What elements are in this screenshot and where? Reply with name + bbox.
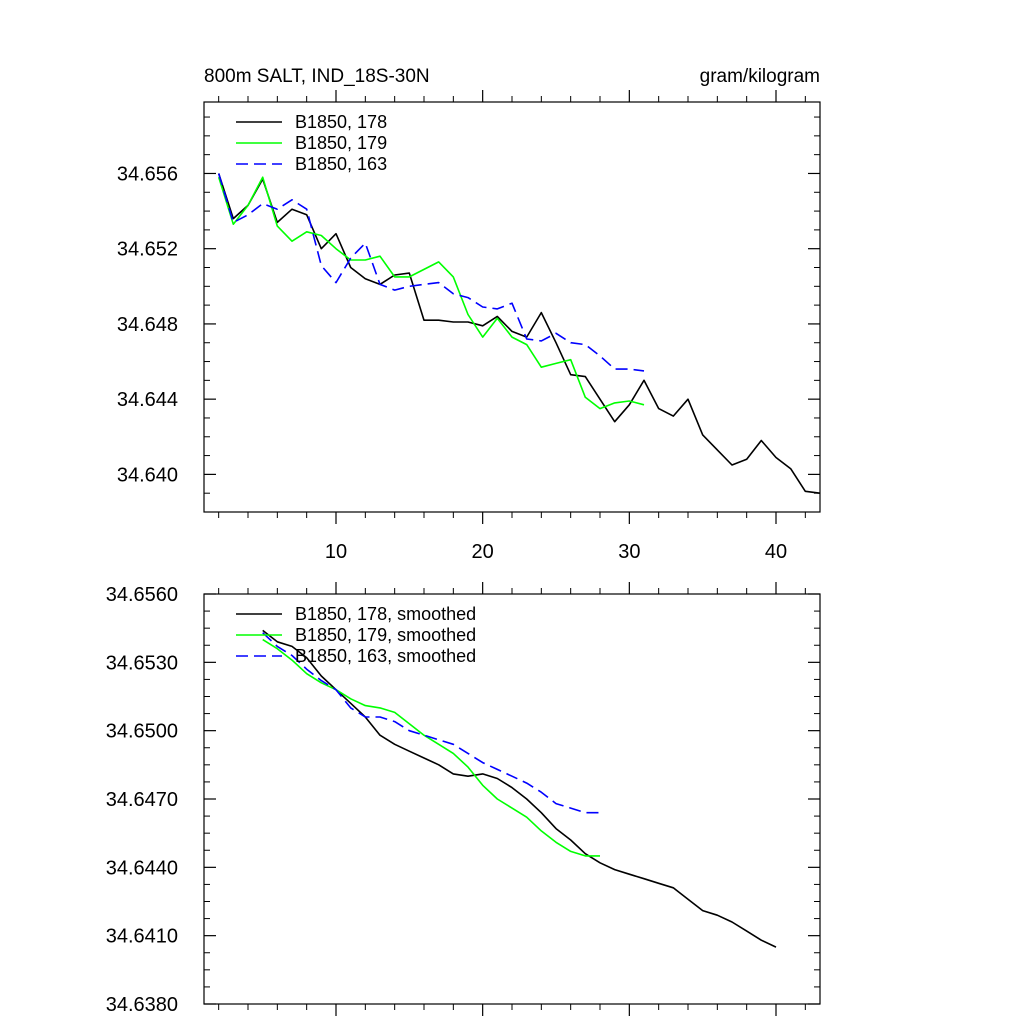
y-tick-label: 34.644 [117,389,178,411]
y-tick-label: 34.6530 [106,652,178,674]
legend-label-2: B1850, 179, smoothed [295,625,476,645]
bottom-panel: 34.6380 34.6410 34.6440 34.6470 34.6500 34.65… [106,582,821,1016]
x-tick-label: 30 [618,541,640,563]
legend-label-2: B1850, 179 [295,133,387,153]
units-label: gram/kilogram [700,66,820,87]
y-tick-label: 34.648 [117,314,178,336]
series-line-1 [217,173,821,494]
legend-label-3: B1850, 163 [295,154,387,174]
chart-title: 800m SALT, IND_18S-30N [204,66,430,87]
y-tick-label: 34.656 [117,163,178,185]
series-line-1 [262,629,777,948]
top-panel: 10 20 30 40 34.640 34.644 34.648 34.652 34.656 80… [117,66,821,563]
y-tick-label: 34.6470 [106,789,178,811]
y-tick-label: 34.6380 [106,994,178,1016]
legend-label-1: B1850, 178 [295,112,387,132]
y-tick-label: 34.640 [117,464,178,486]
series-line-3 [262,632,600,814]
series-line-3 [217,173,645,372]
legend-label-1: B1850, 178, smoothed [295,604,476,624]
x-tick-label: 40 [765,541,787,563]
series-line-2 [217,176,645,410]
y-tick-label: 34.6410 [106,926,178,948]
x-tick-label: 10 [325,541,347,563]
legend-label-3: B1850, 163, smoothed [295,646,476,666]
x-tick-label: 20 [472,541,494,563]
y-tick-label: 34.6560 [106,584,178,606]
y-tick-label: 34.6440 [106,857,178,879]
series-line-2 [262,638,600,857]
y-tick-label: 34.652 [117,239,178,261]
y-tick-label: 34.6500 [106,721,178,743]
